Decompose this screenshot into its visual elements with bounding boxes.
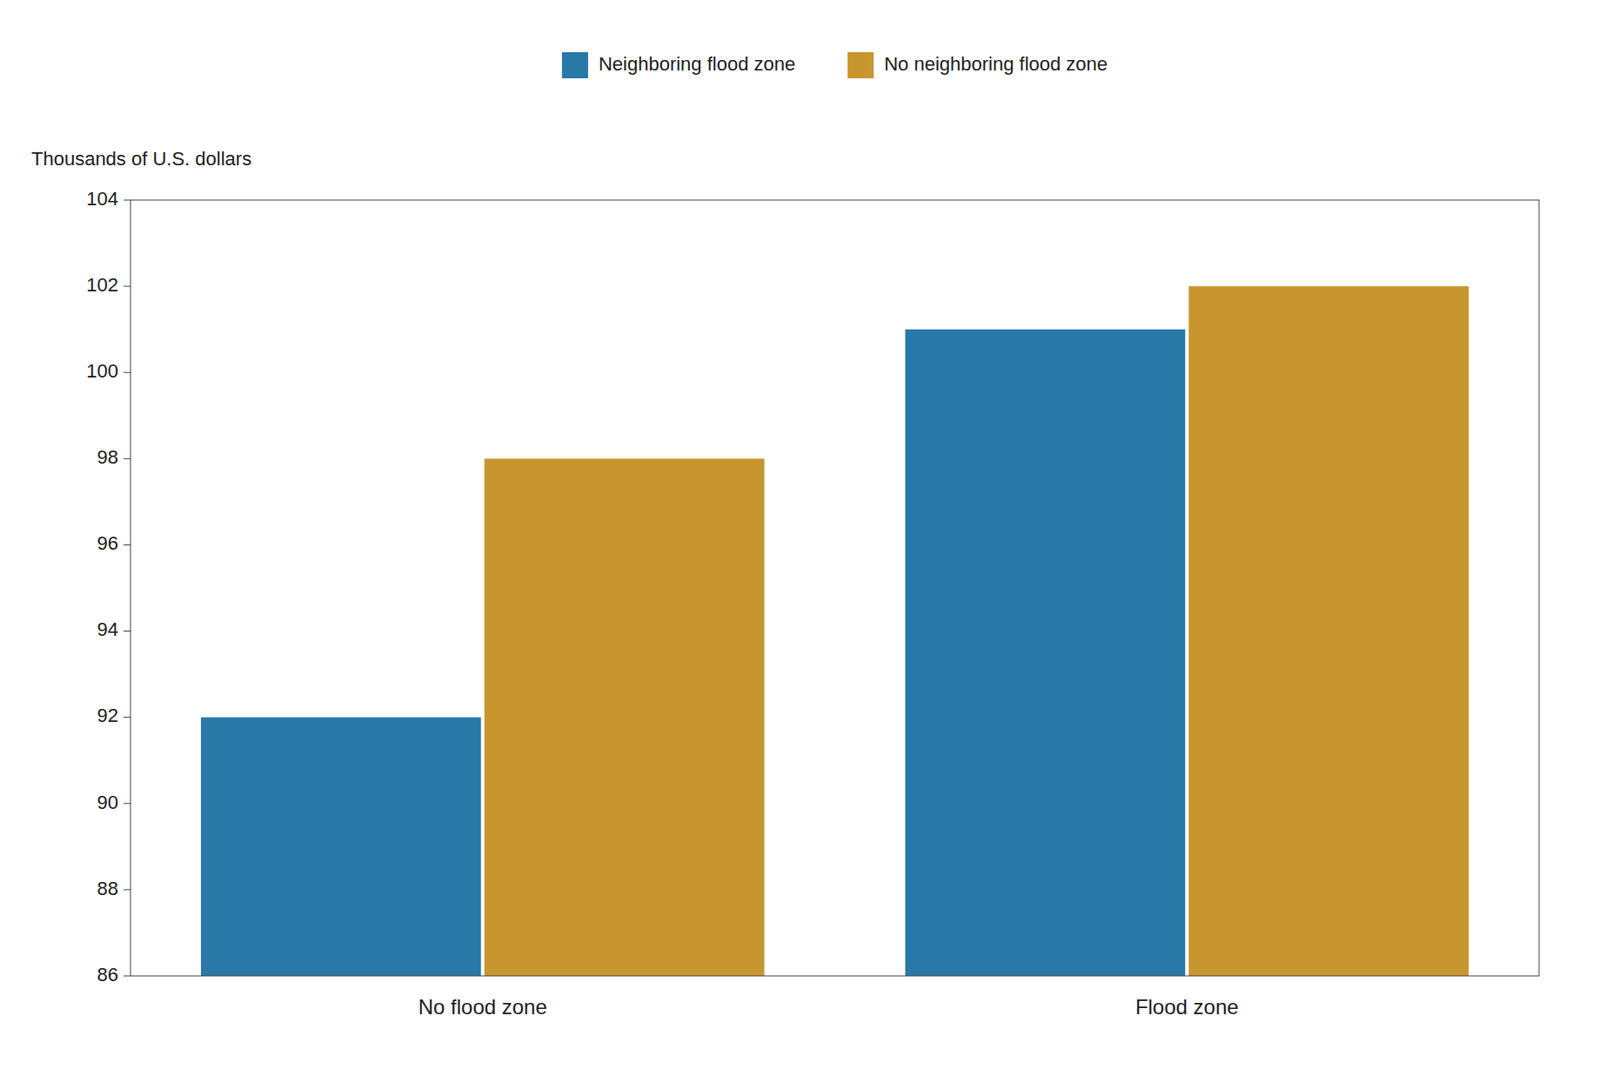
y-tick bbox=[123, 372, 131, 374]
bar bbox=[200, 717, 482, 977]
y-tick-label: 92 bbox=[97, 704, 119, 727]
chart-container: 86 88 90 92 94 96 98 100 102 104 No flood zone Floo… bbox=[0, 0, 1600, 1089]
legend-item: No neighboring flood zone bbox=[847, 52, 1108, 79]
x-tick-label: Flood zone bbox=[1135, 995, 1239, 1019]
legend-label: No neighboring flood zone bbox=[883, 53, 1108, 75]
bar bbox=[484, 458, 765, 977]
chart-svg: 86 88 90 92 94 96 98 100 102 104 No flood zone Floo… bbox=[0, 0, 1600, 1089]
y-tick bbox=[123, 544, 131, 546]
y-tick-label: 86 bbox=[97, 964, 119, 986]
y-tick bbox=[123, 200, 131, 201]
x-tick-label: No flood zone bbox=[418, 995, 548, 1019]
y-axis-label: Thousands of U.S. dollars bbox=[31, 147, 252, 170]
y-tick bbox=[123, 630, 131, 632]
legend: Neighboring flood zone No neighboring flo… bbox=[562, 52, 1108, 79]
y-tick-label: 102 bbox=[86, 274, 119, 296]
y-tick-label: 94 bbox=[97, 618, 119, 641]
y-tick bbox=[123, 889, 131, 891]
y-axis: 86 88 90 92 94 96 98 100 102 104 bbox=[86, 187, 131, 986]
y-tick-label: 96 bbox=[97, 532, 119, 555]
y-tick-label: 90 bbox=[97, 791, 119, 814]
legend-item: Neighboring flood zone bbox=[562, 52, 796, 79]
y-tick-label: 98 bbox=[97, 446, 119, 469]
y-tick bbox=[123, 286, 131, 288]
y-tick bbox=[123, 803, 131, 804]
y-tick bbox=[123, 716, 131, 718]
legend-label: Neighboring flood zone bbox=[598, 53, 796, 75]
y-tick-label: 100 bbox=[86, 360, 119, 382]
y-tick bbox=[123, 976, 131, 978]
y-tick-label: 104 bbox=[86, 187, 119, 210]
y-tick bbox=[123, 458, 131, 460]
bar bbox=[904, 329, 1185, 977]
bar bbox=[1188, 286, 1469, 977]
bars bbox=[200, 286, 1469, 977]
plot-frame bbox=[130, 200, 1540, 977]
x-axis: No flood zone Flood zone bbox=[418, 995, 1239, 1019]
legend-swatch bbox=[847, 52, 874, 79]
legend-swatch bbox=[562, 52, 589, 79]
y-tick-label: 88 bbox=[97, 877, 119, 900]
